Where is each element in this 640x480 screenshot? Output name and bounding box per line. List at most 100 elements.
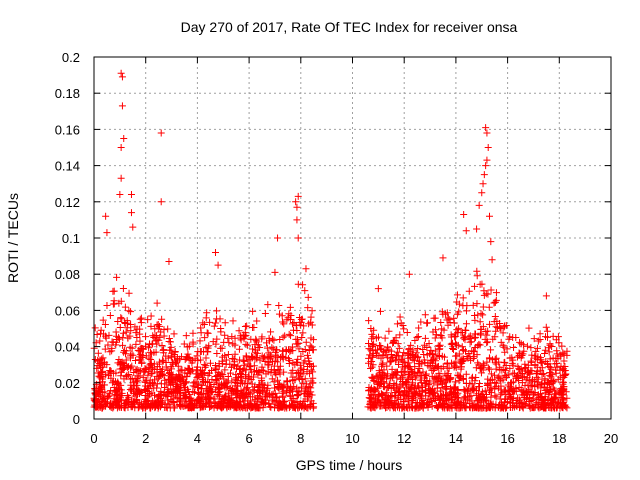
data-point: [457, 329, 465, 337]
x-tick-label: 2: [142, 431, 149, 446]
x-tick-label: 4: [194, 431, 201, 446]
data-point: [397, 319, 405, 327]
data-point: [538, 364, 546, 372]
data-point: [221, 382, 229, 390]
data-point: [509, 388, 517, 396]
data-point: [410, 393, 418, 401]
data-point: [533, 373, 541, 381]
data-point: [489, 403, 497, 411]
data-point: [199, 319, 207, 327]
data-point: [457, 356, 465, 364]
data-point: [293, 203, 301, 211]
data-point: [509, 356, 517, 364]
data-point: [232, 365, 240, 373]
data-point: [203, 385, 211, 393]
data-point: [519, 404, 527, 412]
data-point: [231, 350, 239, 358]
data-point: [476, 383, 484, 391]
data-point: [147, 312, 155, 320]
data-point: [98, 404, 106, 412]
data-point: [138, 351, 146, 359]
data-point: [398, 363, 406, 371]
data-point: [219, 360, 227, 368]
data-point: [302, 387, 310, 395]
data-point: [432, 331, 440, 339]
data-point: [484, 375, 492, 383]
data-point: [96, 330, 104, 338]
data-point: [210, 395, 218, 403]
data-point: [287, 332, 295, 340]
data-point: [437, 392, 445, 400]
data-point: [412, 372, 420, 380]
data-point: [139, 345, 147, 353]
data-point: [492, 289, 500, 297]
data-point: [439, 310, 447, 318]
data-point: [541, 349, 549, 357]
data-point: [417, 318, 425, 326]
data-point: [100, 395, 108, 403]
data-point: [181, 356, 189, 364]
data-point: [159, 356, 167, 364]
data-point: [395, 361, 403, 369]
data-point: [206, 318, 214, 326]
data-point: [270, 378, 278, 386]
data-point: [252, 346, 260, 354]
data-point: [263, 386, 271, 394]
data-point: [427, 386, 435, 394]
data-point: [543, 379, 551, 387]
data-point: [452, 364, 460, 372]
data-point: [379, 352, 387, 360]
data-point: [107, 367, 115, 375]
data-point: [560, 357, 568, 365]
data-point: [224, 351, 232, 359]
data-point: [147, 356, 155, 364]
data-point: [194, 389, 202, 397]
data-point: [490, 299, 498, 307]
data-point: [127, 209, 135, 217]
data-point: [295, 345, 303, 353]
data-point: [372, 334, 380, 342]
data-point: [415, 324, 423, 332]
data-point: [189, 329, 197, 337]
data-point: [298, 333, 306, 341]
axis-ticks: [93, 56, 612, 420]
data-point: [165, 338, 173, 346]
data-point: [537, 354, 545, 362]
data-point: [268, 396, 276, 404]
data-point: [421, 379, 429, 387]
data-point: [299, 281, 307, 289]
data-point: [376, 307, 384, 315]
data-point: [417, 395, 425, 403]
data-point: [132, 385, 140, 393]
data-point: [238, 389, 246, 397]
data-point: [436, 387, 444, 395]
data-point: [160, 332, 168, 340]
data-point: [493, 324, 501, 332]
data-point: [205, 369, 213, 377]
data-point: [398, 356, 406, 364]
data-point: [309, 374, 317, 382]
data-point: [499, 329, 507, 337]
data-point: [204, 329, 212, 337]
data-point: [231, 358, 239, 366]
data-point: [483, 391, 491, 399]
data-point: [443, 309, 451, 317]
data-point: [151, 332, 159, 340]
data-point: [225, 339, 233, 347]
data-point: [543, 360, 551, 368]
data-point: [116, 360, 124, 368]
data-point: [376, 380, 384, 388]
data-point: [401, 368, 409, 376]
data-point: [467, 338, 475, 346]
data-point: [175, 387, 183, 395]
data-point: [235, 327, 243, 335]
data-point: [534, 391, 542, 399]
data-point: [144, 371, 152, 379]
data-point: [471, 334, 479, 342]
data-point: [409, 379, 417, 387]
data-point: [477, 365, 485, 373]
data-point: [270, 384, 278, 392]
data-point: [365, 317, 373, 325]
data-point: [516, 338, 524, 346]
data-point: [366, 401, 374, 409]
